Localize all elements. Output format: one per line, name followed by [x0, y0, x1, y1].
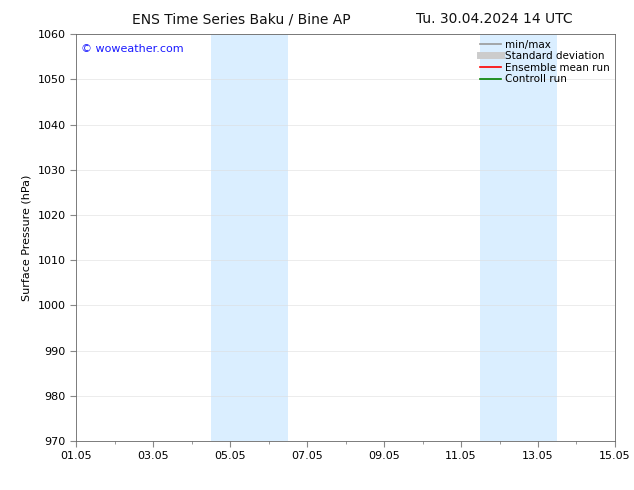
Text: © woweather.com: © woweather.com: [81, 45, 184, 54]
Y-axis label: Surface Pressure (hPa): Surface Pressure (hPa): [22, 174, 32, 301]
Text: ENS Time Series Baku / Bine AP: ENS Time Series Baku / Bine AP: [132, 12, 350, 26]
Legend: min/max, Standard deviation, Ensemble mean run, Controll run: min/max, Standard deviation, Ensemble me…: [480, 40, 610, 84]
Text: Tu. 30.04.2024 14 UTC: Tu. 30.04.2024 14 UTC: [416, 12, 573, 26]
Bar: [210, 34, 288, 441]
Bar: [480, 34, 557, 441]
